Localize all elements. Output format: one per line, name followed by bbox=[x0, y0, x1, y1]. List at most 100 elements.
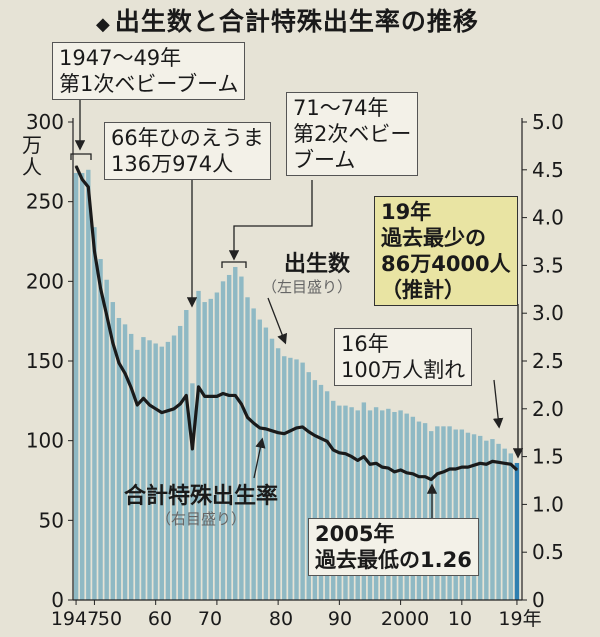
births-bar bbox=[465, 432, 471, 600]
births-bar bbox=[441, 426, 446, 600]
tfr-point bbox=[106, 314, 108, 316]
births-bar bbox=[410, 416, 416, 600]
tfr-point bbox=[455, 468, 457, 470]
x-axis-tick-label: 1947 bbox=[51, 608, 99, 630]
boom1-bracket bbox=[70, 153, 92, 160]
births-bar bbox=[318, 384, 324, 600]
births-label-pointer bbox=[267, 297, 288, 345]
annotation-boom1: 1947～49年 第1次ベビーブーム bbox=[52, 42, 246, 100]
births-bar bbox=[86, 169, 91, 601]
births-bar bbox=[116, 317, 122, 600]
x-axis-tick-label: 70 bbox=[198, 608, 222, 630]
births-bar bbox=[288, 357, 293, 600]
births-bar bbox=[171, 335, 177, 600]
births-bar bbox=[435, 426, 440, 600]
below-million-pointer bbox=[492, 379, 504, 429]
births-bar bbox=[514, 462, 520, 600]
right-axis-tick-label: 2.0 bbox=[532, 397, 564, 421]
births-bar bbox=[459, 429, 465, 600]
births-bar bbox=[343, 405, 348, 600]
births-bar bbox=[312, 380, 318, 600]
tfr-point bbox=[99, 287, 102, 289]
x-axis-tick-label: 2000 bbox=[381, 608, 429, 630]
births-bar bbox=[471, 434, 477, 600]
births-bar bbox=[275, 348, 281, 600]
right-axis-tick-label: 3.0 bbox=[532, 301, 564, 325]
births-bar bbox=[429, 431, 434, 600]
births-bar bbox=[477, 435, 483, 600]
births-bar bbox=[190, 383, 195, 600]
births-bar bbox=[349, 407, 354, 600]
tfr-point bbox=[467, 466, 469, 468]
births-bar bbox=[177, 325, 183, 600]
births-bar bbox=[226, 274, 232, 600]
tfr-point bbox=[479, 462, 481, 464]
tfr-point bbox=[424, 476, 426, 478]
tfr-point bbox=[179, 403, 181, 405]
annotation-boom2: 71～74年 第2次ベビー ブーム bbox=[286, 92, 419, 176]
births-bar bbox=[104, 279, 109, 600]
births-bar bbox=[147, 340, 152, 600]
births-bar bbox=[233, 266, 238, 600]
births-bar bbox=[79, 172, 85, 601]
tfr-point bbox=[204, 395, 206, 397]
right-axis-tick-label: 0 bbox=[532, 588, 545, 612]
left-axis-tick-label: 250 bbox=[26, 190, 64, 214]
tfr-point bbox=[436, 473, 438, 475]
births-bar bbox=[398, 410, 403, 600]
left-axis-unit: 万 人 bbox=[22, 134, 42, 178]
x-axis-tick-label: 50 bbox=[98, 608, 122, 630]
left-axis-tick-label: 300 bbox=[26, 110, 64, 134]
tfr-point bbox=[130, 387, 132, 389]
right-axis-tick-label: 4.0 bbox=[532, 206, 564, 230]
tfr-point bbox=[351, 456, 353, 458]
births-bar bbox=[300, 362, 305, 600]
left-axis-unit-1: 万 bbox=[22, 133, 42, 157]
right-axis-tick-label: 5.0 bbox=[532, 110, 564, 134]
x-axis-tick-label: 10 bbox=[448, 608, 472, 630]
births-bar bbox=[184, 310, 189, 600]
boom2-pointer bbox=[228, 180, 313, 261]
births-bar bbox=[263, 327, 269, 600]
right-axis-tick-label: 3.5 bbox=[532, 253, 564, 277]
x-axis-tick-label: 60 bbox=[148, 608, 172, 630]
tfr-point bbox=[516, 469, 518, 471]
tfr-point bbox=[185, 394, 187, 397]
tfr-point bbox=[510, 463, 512, 465]
boom2-bracket bbox=[221, 261, 247, 268]
births-bar bbox=[447, 426, 452, 600]
x-axis-tick-label: 80 bbox=[269, 608, 293, 630]
tfr-point bbox=[375, 462, 377, 464]
tfr-point bbox=[283, 433, 285, 435]
births-series-label: 出生数 bbox=[284, 252, 351, 277]
right-axis-tick-label: 0.5 bbox=[532, 540, 564, 564]
tfr-series-label: 合計特殊出生率 bbox=[124, 484, 279, 509]
tfr-point bbox=[338, 452, 340, 454]
tfr-point bbox=[473, 464, 475, 466]
births-bar bbox=[453, 429, 458, 600]
births-bar bbox=[257, 319, 262, 600]
x-axis-tick-label: 19年 bbox=[498, 608, 541, 630]
births-bar bbox=[331, 400, 336, 600]
tfr-point bbox=[259, 427, 261, 429]
tfr-point bbox=[406, 472, 408, 474]
births-bar bbox=[208, 298, 213, 600]
births-bar bbox=[490, 439, 495, 600]
tfr-point bbox=[197, 386, 200, 388]
tfr-axis-note: （右目盛り） bbox=[156, 510, 247, 528]
tfr-point bbox=[363, 456, 365, 458]
tfr-point bbox=[412, 473, 414, 475]
left-axis-tick-label: 200 bbox=[26, 269, 64, 293]
left-axis-tick-label: 150 bbox=[26, 349, 64, 373]
tfr-point bbox=[173, 408, 175, 410]
births-bar bbox=[386, 408, 391, 600]
annotation-record-low-tfr: 2005年 過去最低の1.26 bbox=[308, 518, 479, 576]
tfr-point bbox=[228, 394, 230, 397]
tfr-point bbox=[148, 404, 151, 406]
births-bar bbox=[214, 292, 220, 600]
births-bar bbox=[128, 333, 134, 600]
annotation-record-low-births: 19年 過去最少の 86万4000人 （推計） bbox=[374, 196, 518, 306]
births-bar bbox=[502, 448, 507, 600]
